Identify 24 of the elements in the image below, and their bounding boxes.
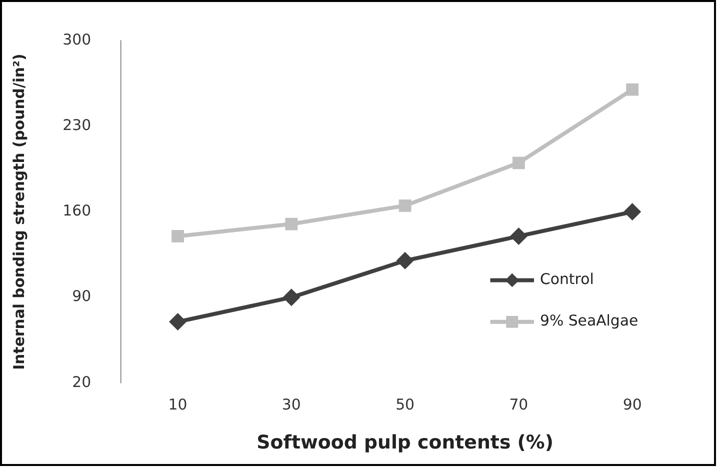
- point: [624, 204, 640, 220]
- y-tick-label: 300: [62, 30, 92, 49]
- x-axis-title: Softwood pulp contents (%): [256, 432, 554, 454]
- legend-label: Control: [540, 270, 594, 288]
- legend-label: 9% SeaAlgae: [540, 312, 638, 330]
- y-tick-label: 90: [72, 287, 92, 306]
- point: [172, 230, 184, 242]
- y-axis-title: Internal bonding strength (pound/in²): [10, 54, 28, 370]
- x-tick-label: 30: [282, 396, 301, 414]
- y-tick-label: 20: [72, 372, 92, 391]
- x-tick-label: 10: [168, 396, 188, 414]
- y-tick-label: 230: [62, 116, 92, 134]
- x-tick-label: 50: [396, 396, 415, 414]
- point: [285, 218, 298, 230]
- x-tick-label: 90: [622, 396, 642, 414]
- x-tick-label: 70: [509, 396, 528, 414]
- point: [398, 199, 412, 212]
- y-tick-label: 160: [62, 202, 92, 220]
- point: [170, 314, 186, 330]
- point: [626, 83, 639, 96]
- point: [510, 228, 527, 244]
- point: [283, 289, 300, 306]
- point: [397, 252, 413, 269]
- point: [512, 156, 525, 170]
